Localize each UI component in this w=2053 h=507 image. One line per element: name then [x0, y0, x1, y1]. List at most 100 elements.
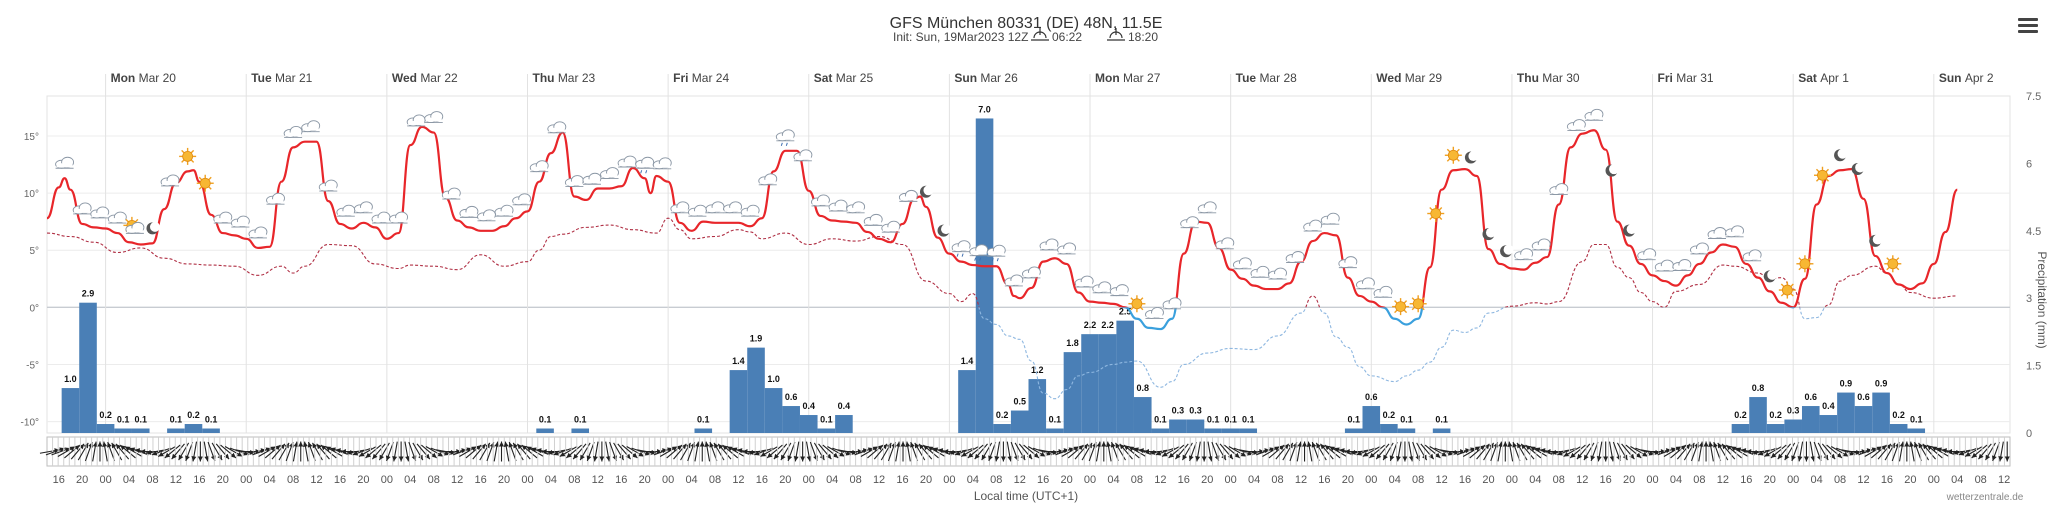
wind-barb-head	[325, 446, 332, 452]
precip-bar	[1362, 406, 1381, 433]
hour-tick-label: 04	[1529, 474, 1541, 486]
precip-bar	[1749, 397, 1767, 433]
wind-barb-head	[1797, 455, 1803, 462]
wind-barb-head	[1717, 442, 1723, 449]
cloud-icon	[512, 193, 532, 206]
day-label: Sun Mar 26	[954, 71, 1018, 85]
wind-barb	[1101, 441, 1107, 462]
wind-barb	[1784, 442, 1796, 461]
wind-barb	[867, 444, 884, 459]
dew-point-series	[46, 217, 1958, 400]
wind-barb	[521, 444, 538, 459]
wind-barb	[873, 443, 888, 460]
day-label: Sat Apr 1	[1798, 71, 1849, 85]
wind-barb-head	[1642, 451, 1648, 457]
precip-label: 1.8	[1066, 338, 1079, 348]
wind-barb-head	[748, 449, 754, 455]
wind-barb	[185, 441, 194, 462]
day-label-date: Mar 28	[1259, 71, 1297, 85]
cloud-icon	[389, 211, 409, 224]
hour-tick-label: 12	[592, 474, 604, 486]
cloud-base	[636, 163, 653, 168]
wind-barb	[1703, 441, 1709, 462]
wind-barb	[320, 444, 337, 459]
wind-barb	[119, 444, 136, 459]
wind-barb	[1324, 444, 1341, 459]
precip-bar	[96, 424, 115, 433]
cloud-icon	[1074, 275, 1094, 288]
wind-barb	[1224, 444, 1241, 459]
wind-barb	[827, 446, 846, 457]
cloud-base	[302, 126, 319, 131]
wind-barb	[224, 446, 243, 457]
wind-barb	[178, 442, 190, 461]
wind-barb-head	[1735, 447, 1742, 453]
sun-icon	[1813, 166, 1831, 184]
cloud-base	[671, 207, 688, 212]
cloud-base	[1339, 262, 1356, 267]
precip-tick-label: 1.5	[2026, 361, 2041, 373]
wind-barb-head	[1162, 451, 1168, 457]
wind-barb-head	[1791, 455, 1796, 461]
wind-barb-head	[1078, 445, 1084, 451]
wind-barb	[805, 441, 812, 462]
wind-barb	[1877, 443, 1892, 460]
cloud-base	[1146, 313, 1163, 318]
wind-barb	[787, 441, 796, 462]
moon-icon	[1482, 227, 1496, 241]
wind-barb-head	[1998, 455, 2004, 462]
cloud-base	[812, 200, 829, 205]
wind-barb-head	[1320, 443, 1326, 450]
cloud-base	[970, 250, 987, 255]
menu-icon[interactable]	[2018, 16, 2038, 34]
precip-label: 0.8	[1752, 383, 1765, 393]
wind-barb-head	[553, 450, 560, 456]
wind-barb-head	[1362, 451, 1369, 457]
hour-tick-label: 16	[756, 474, 768, 486]
wind-barb	[271, 443, 286, 460]
cloud-base	[777, 135, 794, 140]
wind-barb	[586, 441, 595, 462]
wind-barb	[1764, 446, 1782, 457]
wind-barb-head	[780, 454, 786, 461]
moon-icon	[1834, 148, 1848, 162]
wind-barb-head	[1128, 446, 1135, 452]
wind-barb-head	[471, 446, 477, 452]
cloud-base	[654, 163, 671, 168]
precip-bar	[1063, 352, 1082, 433]
precip-tick-label: 7.5	[2026, 91, 2041, 103]
wind-barb	[1826, 444, 1843, 459]
wind-barb-head	[1770, 452, 1777, 458]
wind-barb-head	[1899, 441, 1905, 448]
cloud-base	[830, 206, 847, 211]
precip-tick-label: 0	[2026, 428, 2032, 440]
precip-label: 0.2	[1734, 410, 1747, 420]
wind-barb	[115, 443, 130, 460]
hour-tick-label: 20	[779, 474, 791, 486]
hour-tick-label: 20	[1201, 474, 1213, 486]
day-label-dow: Mon	[111, 71, 139, 85]
day-label-dow: Thu	[532, 71, 557, 85]
hour-tick-label: 04	[123, 474, 135, 486]
cloud-base	[109, 218, 126, 223]
wind-barb-head	[1947, 449, 1953, 454]
wind-barb-head	[1540, 448, 1546, 454]
wind-barb-head	[365, 452, 372, 458]
wind-barb	[1275, 443, 1290, 460]
cloud-base	[1234, 263, 1251, 268]
wind-barb-head	[1927, 445, 1933, 451]
precip-label: 0.1	[205, 415, 218, 425]
rain-drop	[956, 253, 959, 257]
wind-barb-head	[1356, 450, 1363, 456]
temperature-series	[46, 125, 1959, 331]
wind-barb-head	[1234, 452, 1240, 458]
precip-label: 0.1	[820, 415, 833, 425]
wind-barb-head	[826, 453, 832, 460]
cloud-icon	[740, 204, 760, 217]
wind-barb-head	[1936, 447, 1943, 453]
wind-barb-head	[1952, 449, 1959, 455]
wind-barb	[1904, 441, 1910, 462]
rain-drop	[979, 257, 982, 261]
wind-barb-head	[605, 455, 611, 462]
cloud-base	[390, 218, 407, 223]
